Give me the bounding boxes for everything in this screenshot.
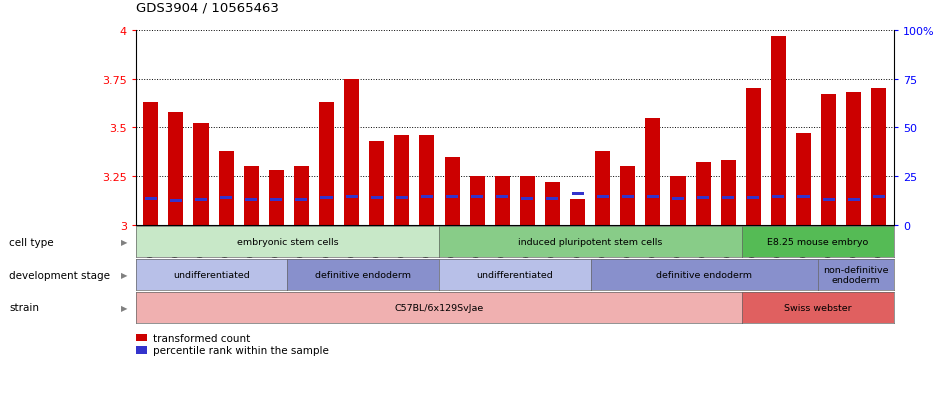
Text: definitive endoderm: definitive endoderm [656, 271, 753, 279]
Bar [823, 198, 835, 202]
Bar [747, 196, 759, 199]
Bar [645, 118, 661, 225]
Bar [519, 176, 534, 225]
Text: cell type: cell type [9, 237, 54, 247]
Text: GDS3904 / 10565463: GDS3904 / 10565463 [136, 2, 279, 14]
Bar [697, 196, 709, 199]
Bar [647, 195, 659, 199]
Bar [723, 196, 734, 199]
Bar [421, 195, 433, 199]
Bar [396, 196, 408, 199]
Bar [596, 195, 608, 199]
Bar [821, 95, 836, 225]
Bar [846, 93, 861, 225]
Bar [220, 196, 232, 199]
Text: Swiss webster: Swiss webster [784, 303, 852, 312]
Bar [271, 198, 283, 202]
Bar [369, 142, 385, 225]
Bar [622, 195, 634, 199]
Bar [746, 89, 761, 225]
Bar [345, 195, 358, 199]
Bar [572, 192, 583, 196]
Bar [872, 195, 885, 199]
Bar [344, 79, 359, 225]
Text: ▶: ▶ [121, 271, 127, 279]
Bar [296, 198, 307, 202]
Bar [848, 198, 860, 202]
Bar [695, 163, 710, 225]
Text: embryonic stem cells: embryonic stem cells [237, 238, 338, 247]
Bar [570, 200, 585, 225]
Bar [143, 103, 158, 225]
Bar [595, 151, 610, 225]
Bar [419, 136, 434, 225]
Bar [670, 176, 685, 225]
Bar [320, 196, 332, 199]
Bar [496, 195, 508, 199]
Bar [470, 176, 485, 225]
Bar [772, 195, 784, 199]
Text: E8.25 mouse embryo: E8.25 mouse embryo [768, 238, 869, 247]
Bar [797, 195, 810, 199]
Bar [672, 197, 684, 201]
Bar [269, 171, 284, 225]
Bar [168, 112, 183, 225]
Bar [445, 157, 460, 225]
Bar [245, 198, 257, 202]
Text: undifferentiated: undifferentiated [173, 271, 250, 279]
Bar [871, 89, 886, 225]
Bar [545, 183, 560, 225]
Bar [771, 37, 786, 225]
Text: induced pluripotent stem cells: induced pluripotent stem cells [519, 238, 663, 247]
Bar [547, 197, 559, 201]
Text: undifferentiated: undifferentiated [476, 271, 553, 279]
Bar [471, 195, 483, 199]
Bar [495, 176, 510, 225]
Bar [194, 124, 209, 225]
Text: development stage: development stage [9, 270, 110, 280]
Bar [319, 103, 334, 225]
Bar [371, 196, 383, 199]
Bar [446, 195, 458, 199]
Bar [621, 167, 636, 225]
Bar [195, 198, 207, 202]
Text: ▶: ▶ [121, 238, 127, 247]
Bar [521, 197, 534, 201]
Bar [169, 199, 182, 202]
Bar [394, 136, 409, 225]
Text: percentile rank within the sample: percentile rank within the sample [153, 345, 329, 355]
Text: strain: strain [9, 302, 39, 313]
Text: transformed count: transformed count [153, 333, 250, 343]
Text: ▶: ▶ [121, 303, 127, 312]
Bar [796, 134, 811, 225]
Bar [721, 161, 736, 225]
Bar [145, 197, 157, 201]
Bar [294, 167, 309, 225]
Text: non-definitive
endoderm: non-definitive endoderm [824, 265, 888, 285]
Text: definitive endoderm: definitive endoderm [315, 271, 411, 279]
Bar [243, 167, 258, 225]
Bar [219, 151, 234, 225]
Text: C57BL/6x129SvJae: C57BL/6x129SvJae [394, 303, 484, 312]
